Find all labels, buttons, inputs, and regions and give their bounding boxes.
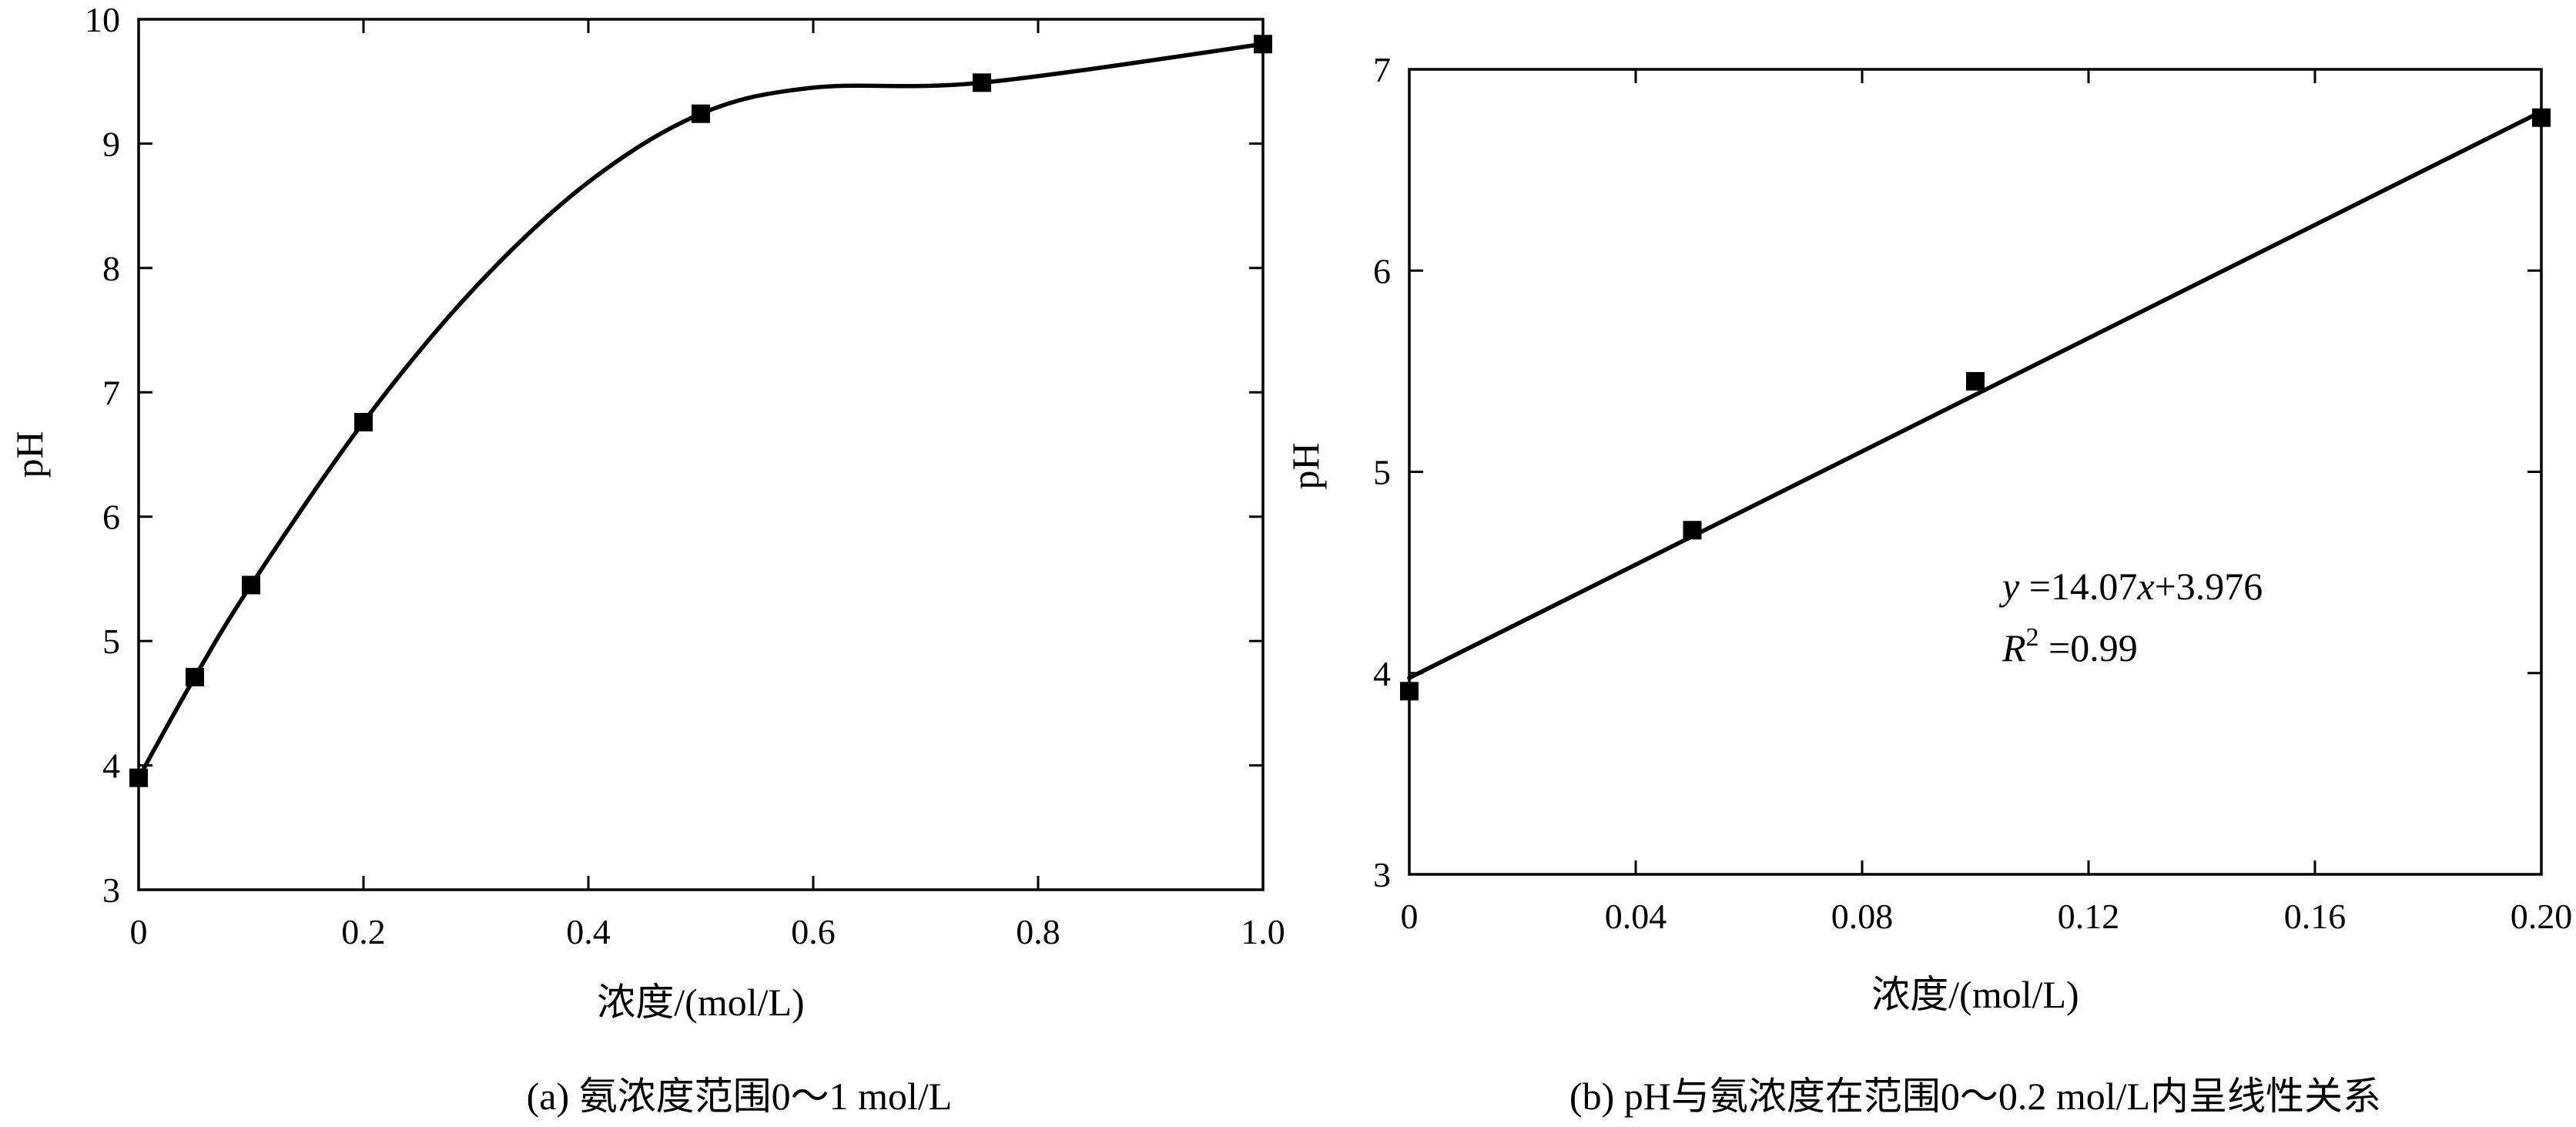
plot-area-b [1408, 68, 2543, 876]
fit-equation-part1: =14.07 [2019, 565, 2137, 608]
data-point-b [1400, 682, 1419, 701]
y-tick-label-b: 6 [1373, 251, 1391, 290]
x-tick-label-a: 0.4 [566, 912, 611, 951]
fit-equation-x: x [2136, 565, 2154, 608]
y-axis-b: 3 4 5 6 7 [1373, 50, 2541, 894]
x-tick-label-b: 0.08 [1831, 897, 1894, 936]
x-tick-label-b: 0 [1401, 897, 1419, 936]
x-axis-label-b: 浓度/(mol/L) [1871, 973, 2079, 1016]
y-tick-label-a: 7 [102, 373, 120, 412]
y-tick-label-a: 6 [102, 498, 120, 537]
x-axis-a: 0 0.2 0.4 0.6 0.8 1.0 [130, 19, 1285, 951]
x-tick-label-b: 0.04 [1605, 897, 1667, 936]
y-tick-label-b: 7 [1373, 50, 1391, 89]
data-point-b [1683, 521, 1702, 540]
x-tick-label-a: 0 [130, 912, 148, 951]
data-point-a [692, 104, 710, 123]
plot-area-a [137, 18, 1265, 891]
series-curve-a [136, 42, 1265, 780]
data-point-a [242, 575, 260, 595]
y-tick-label-a: 5 [102, 622, 120, 661]
data-point-a [1254, 35, 1272, 54]
y-tick-label-a: 4 [102, 746, 120, 786]
chart-panel-a: 0 0.2 0.4 0.6 0.8 1.0 3 4 5 6 7 8 9 10 浓度/(mol/L) pH… [8, 0, 1285, 1118]
x-axis-label-a: 浓度/(mol/L) [597, 981, 804, 1024]
series-a [129, 35, 1272, 787]
data-point-a [186, 667, 204, 686]
data-point-b [1966, 371, 1985, 391]
x-tick-label-a: 0.6 [791, 912, 836, 951]
x-tick-label-b: 0.16 [2284, 897, 2347, 936]
caption-a: (a) 氨浓度范围0～1 mol/L [527, 1075, 953, 1118]
data-point-a [354, 413, 373, 432]
x-axis-b: 0 0.04 0.08 0.12 0.16 0.20 [1401, 69, 2573, 936]
fit-line-b [1407, 109, 2544, 680]
x-tick-label-a: 0.2 [341, 912, 386, 951]
series-b [1400, 108, 2551, 701]
caption-b: (b) pH与氨浓度在范围0～0.2 mol/L内呈线性关系 [1569, 1075, 2381, 1118]
fit-equation-part2: +3.976 [2155, 565, 2263, 608]
y-tick-label-b: 3 [1373, 855, 1391, 894]
y-axis-label-a: pH [8, 431, 51, 478]
r-squared: R2 =0.99 [2002, 623, 2138, 669]
r-squared-value: =0.99 [2039, 626, 2138, 669]
r-squared-exp: 2 [2026, 623, 2039, 652]
x-tick-label-b: 0.20 [2511, 897, 2573, 936]
x-tick-label-a: 1.0 [1241, 912, 1285, 951]
data-point-a [973, 73, 991, 92]
r-squared-r: R [2002, 626, 2026, 669]
data-point-a [129, 768, 148, 787]
y-tick-label-a: 9 [102, 124, 120, 163]
x-tick-label-b: 0.12 [2058, 897, 2120, 936]
y-axis-a: 3 4 5 6 7 8 9 10 [85, 0, 1263, 910]
y-tick-label-a: 3 [102, 870, 120, 910]
chart-panel-b: 0 0.04 0.08 0.12 0.16 0.20 3 4 5 6 7 y =14.07x+3.… [1284, 50, 2572, 1118]
fit-equation-y: y [1998, 565, 2020, 608]
data-point-b [2532, 108, 2551, 127]
x-tick-label-a: 0.8 [1016, 912, 1060, 951]
y-tick-label-b: 5 [1373, 453, 1391, 492]
fit-equation: y =14.07x+3.976 [1998, 565, 2263, 608]
y-axis-label-b: pH [1284, 442, 1327, 489]
y-tick-label-a: 10 [85, 0, 120, 39]
y-tick-label-a: 8 [102, 249, 120, 288]
y-tick-label-b: 4 [1373, 654, 1391, 693]
